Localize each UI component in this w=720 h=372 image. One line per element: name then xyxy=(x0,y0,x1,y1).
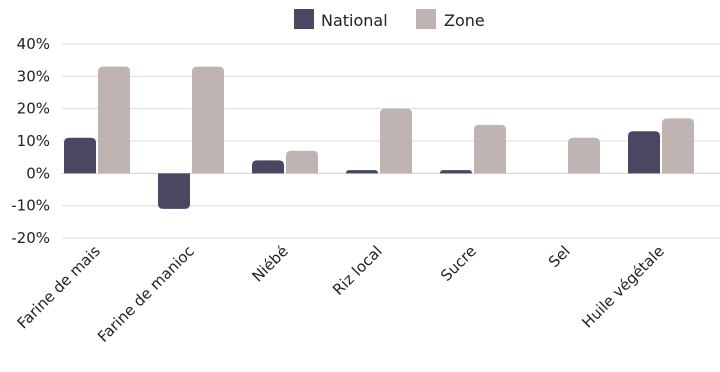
bar-zone xyxy=(192,66,224,174)
bar-national xyxy=(158,173,190,209)
x-tick-label: Farine de mais xyxy=(14,242,104,332)
bar-zone xyxy=(286,150,318,174)
x-tick-label: Sucre xyxy=(437,242,480,285)
bar-zone xyxy=(662,118,694,174)
bar-national xyxy=(346,170,378,174)
legend-swatch-zone xyxy=(416,9,436,29)
bar-national xyxy=(440,170,472,174)
x-tick-label: Niébé xyxy=(248,242,291,285)
legend: National Zone xyxy=(294,9,485,30)
bars xyxy=(64,66,694,209)
y-tick-label: 30% xyxy=(17,67,50,85)
bar-zone xyxy=(474,124,506,174)
x-tick-label: Farine de manioc xyxy=(94,242,198,346)
y-tick-label: 40% xyxy=(17,35,50,53)
y-tick-label: -20% xyxy=(11,229,50,247)
legend-swatch-national xyxy=(294,9,314,29)
bar-national xyxy=(252,160,284,174)
bar-national xyxy=(64,137,96,174)
y-axis: -20% -10% 0% 10% 20% 30% 40% xyxy=(11,35,50,247)
bar-national xyxy=(628,131,660,174)
y-tick-label: -10% xyxy=(11,197,50,215)
y-tick-label: 10% xyxy=(17,132,50,150)
legend-label-national: National xyxy=(321,11,388,30)
bar-zone xyxy=(98,66,130,174)
y-tick-label: 20% xyxy=(17,100,50,118)
y-tick-label: 0% xyxy=(26,164,50,182)
bar-zone xyxy=(568,137,600,174)
bar-zone xyxy=(380,108,412,174)
x-tick-label: Huile végétale xyxy=(578,242,667,331)
x-tick-label: Sel xyxy=(545,242,574,271)
legend-label-zone: Zone xyxy=(444,11,485,30)
x-tick-label: Riz local xyxy=(329,242,386,299)
